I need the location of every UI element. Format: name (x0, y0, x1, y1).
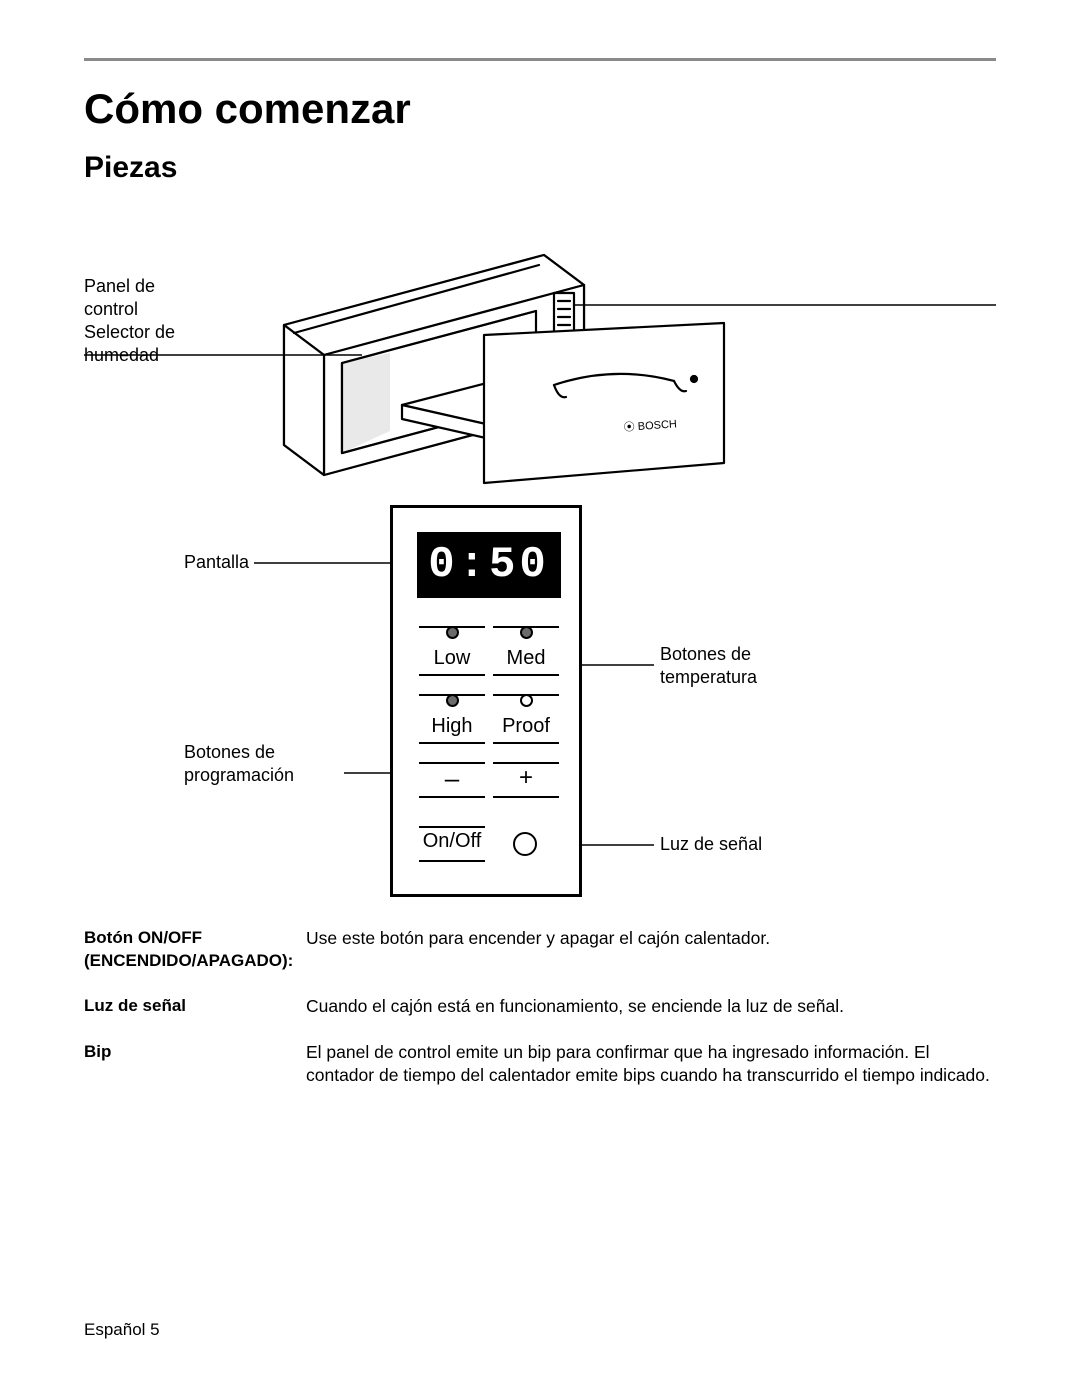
program-button-minus[interactable]: – (419, 762, 485, 798)
label-control-panel: Panel de control (84, 275, 204, 322)
definition-row: Bip El panel de control emite un bip par… (84, 1041, 996, 1088)
temp-button-low[interactable]: Low (419, 626, 485, 676)
label-humidity-selector: Selector de humedad (84, 321, 214, 368)
definition-term: Luz de señal (84, 995, 306, 1019)
page-heading: Cómo comenzar (84, 85, 996, 133)
onoff-button[interactable]: On/Off (419, 826, 485, 862)
panel-display: 0:50 (417, 532, 561, 598)
label-display: Pantalla (184, 551, 249, 574)
control-panel: 0:50 Low Med High (390, 505, 582, 897)
top-rule (84, 58, 996, 61)
program-button-plus[interactable]: + (493, 762, 559, 798)
definition-term: Botón ON/OFF (ENCENDIDO/APAGADO): (84, 927, 306, 973)
signal-light-led (513, 832, 537, 856)
temp-button-med[interactable]: Med (493, 626, 559, 676)
definition-desc: Use este botón para encender y apagar el… (306, 927, 996, 973)
diagrams-area: ⦿ BOSCH Selector de humedad P (84, 195, 996, 915)
definition-desc: El panel de control emite un bip para co… (306, 1041, 996, 1088)
label-signal-light: Luz de señal (660, 833, 762, 856)
label-temp-buttons: Botones de temperatura (660, 643, 800, 690)
definition-term: Bip (84, 1041, 306, 1088)
definition-row: Luz de señal Cuando el cajón está en fun… (84, 995, 996, 1019)
label-prog-buttons: Botones de programación (184, 741, 334, 788)
section-subheading: Piezas (84, 151, 996, 185)
temp-button-high[interactable]: High (419, 694, 485, 744)
temp-button-proof[interactable]: Proof (493, 694, 559, 744)
definition-desc: Cuando el cajón está en funcionamiento, … (306, 995, 996, 1019)
definitions-list: Botón ON/OFF (ENCENDIDO/APAGADO): Use es… (84, 927, 996, 1088)
definition-row: Botón ON/OFF (ENCENDIDO/APAGADO): Use es… (84, 927, 996, 973)
page-footer: Español 5 (84, 1320, 160, 1340)
